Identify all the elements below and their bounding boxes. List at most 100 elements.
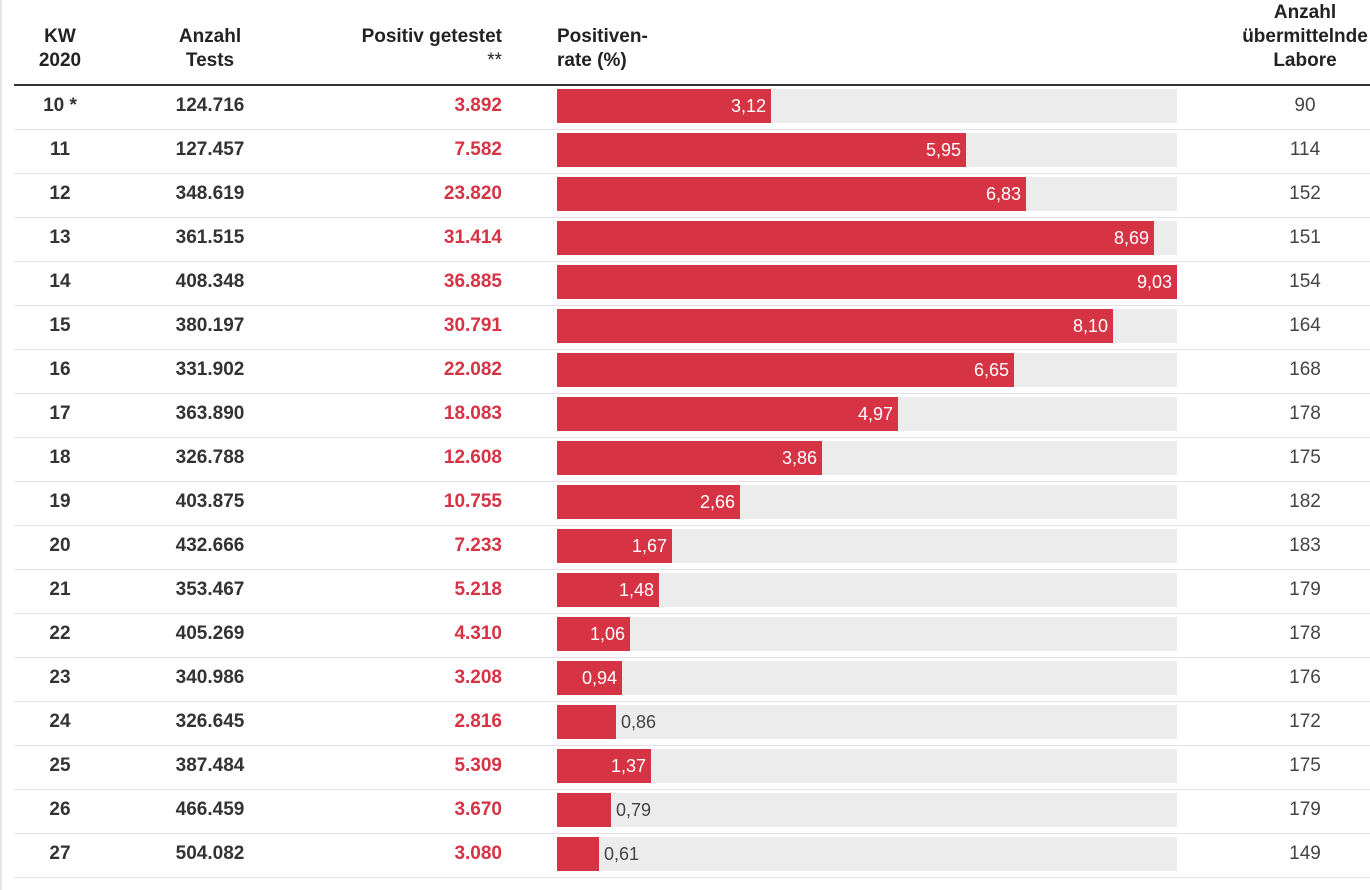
row-separator [14, 833, 1370, 834]
header-positive-line-2: ** [487, 50, 502, 71]
rate-bar [557, 221, 1154, 255]
header-rate: Positiven- rate (%) [557, 25, 757, 73]
table-row: 10 * 124.716 3.892 3,12 90 [0, 86, 1370, 130]
cell-tests: 348.619 [175, 183, 245, 204]
rate-bar [557, 353, 1014, 387]
table-row: 20 432.666 7.233 1,67 183 [0, 526, 1370, 570]
header-labs-line-1: Anzahl [1273, 2, 1337, 23]
cell-kw: 24 [49, 711, 71, 732]
table-row: 12 348.619 23.820 6,83 152 [0, 174, 1370, 218]
rate-bar-track: 0,86 [557, 705, 1177, 739]
table-row: 26 466.459 3.670 0,79 179 [0, 790, 1370, 834]
rate-bar-track: 4,97 [557, 397, 1177, 431]
cell-tests: 124.716 [175, 95, 245, 116]
rate-bar [557, 529, 672, 563]
table-row: 11 127.457 7.582 5,95 114 [0, 130, 1370, 174]
cell-labs: 179 [1289, 579, 1321, 600]
rate-bar-label: 8,69 [1113, 228, 1149, 248]
table-row: 27 504.082 3.080 0,61 149 [0, 834, 1370, 878]
rate-bar-track: 8,69 [557, 221, 1177, 255]
cell-kw: 27 [49, 843, 71, 864]
rate-bar-label: 0,86 [621, 712, 657, 732]
cell-labs: 149 [1289, 843, 1321, 864]
cell-tests: 127.457 [175, 139, 245, 160]
rate-bar-track: 0,79 [557, 793, 1177, 827]
rate-bar-label: 6,83 [985, 184, 1021, 204]
cell-tests: 408.348 [175, 271, 245, 292]
cell-positive: 3.892 [454, 95, 502, 116]
header-labs-line-3: Labore [1273, 50, 1337, 71]
row-separator [14, 745, 1370, 746]
row-separator [14, 261, 1370, 262]
cell-positive: 10.755 [443, 491, 502, 512]
row-separator [14, 173, 1370, 174]
cell-labs: 172 [1289, 711, 1321, 732]
cell-tests: 340.986 [175, 667, 245, 688]
rate-bar-label: 1,37 [610, 756, 646, 776]
cell-positive: 18.083 [443, 403, 502, 424]
rate-bar-label: 1,67 [631, 536, 667, 556]
cell-kw: 16 [49, 359, 71, 380]
cell-kw: 10 * [43, 95, 77, 116]
cell-positive: 23.820 [443, 183, 502, 204]
table-row: 17 363.890 18.083 4,97 178 [0, 394, 1370, 438]
header-tests-line-2: Tests [185, 50, 235, 71]
table-header: KW 2020 Anzahl Tests Positiv getestet **… [0, 0, 1370, 86]
table-row: 13 361.515 31.414 8,69 151 [0, 218, 1370, 262]
cell-tests: 466.459 [175, 799, 245, 820]
cell-kw: 23 [49, 667, 71, 688]
cell-labs: 178 [1289, 623, 1321, 644]
row-separator [14, 657, 1370, 658]
rate-bar-label: 0,94 [581, 668, 617, 688]
rate-bar-track: 1,06 [557, 617, 1177, 651]
cell-positive: 12.608 [443, 447, 502, 468]
cell-positive: 3.080 [454, 843, 502, 864]
cell-tests: 387.484 [175, 755, 245, 776]
row-separator [14, 217, 1370, 218]
rate-bar [557, 837, 599, 871]
row-separator [14, 349, 1370, 350]
cell-tests: 403.875 [175, 491, 245, 512]
rate-bar [557, 749, 651, 783]
rate-bar [557, 661, 622, 695]
cell-positive: 5.218 [454, 579, 502, 600]
rate-bar-label: 9,03 [1136, 272, 1172, 292]
cell-tests: 361.515 [175, 227, 245, 248]
row-separator [14, 789, 1370, 790]
rate-bar-track: 0,61 [557, 837, 1177, 871]
cell-tests: 504.082 [175, 843, 245, 864]
header-labs-line-2: übermittelnde [1242, 26, 1368, 47]
header-rate-line-1: Positiven- [557, 26, 648, 47]
rate-bar [557, 397, 898, 431]
rate-bar-track: 6,65 [557, 353, 1177, 387]
cell-kw: 15 [49, 315, 71, 336]
cell-positive: 3.208 [454, 667, 502, 688]
rate-bar-label: 4,97 [857, 404, 893, 424]
table-row: 18 326.788 12.608 3,86 175 [0, 438, 1370, 482]
cell-positive: 7.582 [454, 139, 502, 160]
row-separator [14, 305, 1370, 306]
header-kw-line-2: 2020 [38, 50, 82, 71]
cell-positive: 22.082 [443, 359, 502, 380]
cell-tests: 363.890 [175, 403, 245, 424]
header-kw: KW 2020 [20, 25, 100, 73]
rate-bar-track: 3,12 [557, 89, 1177, 123]
cell-tests: 353.467 [175, 579, 245, 600]
cell-labs: 164 [1289, 315, 1321, 336]
header-rate-line-2: rate (%) [557, 50, 627, 71]
table-row: 21 353.467 5.218 1,48 179 [0, 570, 1370, 614]
rate-bar-track: 9,03 [557, 265, 1177, 299]
header-positive: Positiv getestet ** [300, 25, 502, 73]
cell-labs: 90 [1294, 95, 1316, 116]
row-separator [14, 569, 1370, 570]
rate-bar-label: 5,95 [925, 140, 961, 160]
rate-bar [557, 265, 1177, 299]
cell-tests: 326.788 [175, 447, 245, 468]
rate-bar-label: 0,79 [616, 800, 652, 820]
cell-kw: 12 [49, 183, 71, 204]
header-tests-line-1: Anzahl [178, 26, 242, 47]
cell-positive: 2.816 [454, 711, 502, 732]
row-separator [14, 525, 1370, 526]
cell-positive: 30.791 [443, 315, 502, 336]
cell-kw: 19 [49, 491, 71, 512]
